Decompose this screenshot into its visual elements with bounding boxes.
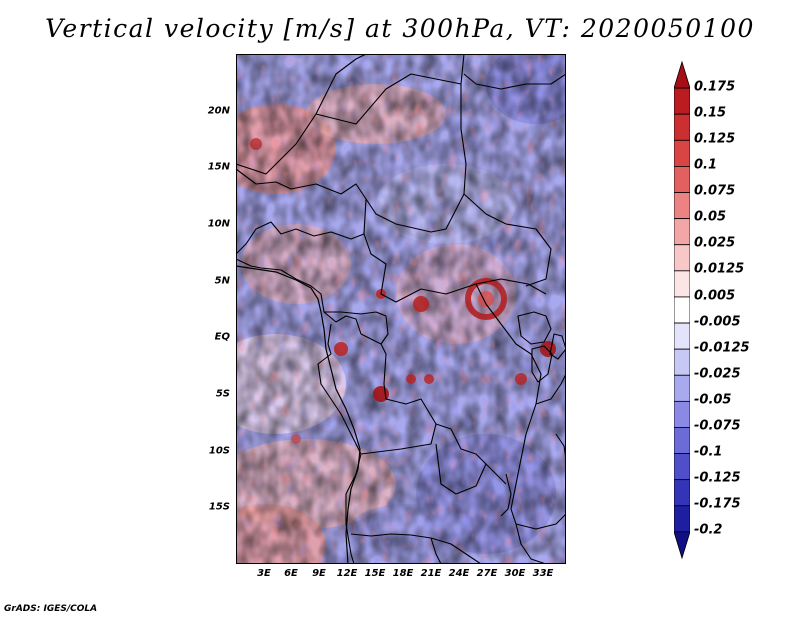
colorbar-segment (674, 192, 690, 220)
lon-label-33e: 33E (532, 568, 554, 579)
colorbar-segment (674, 87, 690, 115)
lon-label-30e: 30E (504, 568, 526, 579)
colorbar-segment (674, 348, 690, 376)
colorbar-segment (674, 453, 690, 481)
lat-label-10n: 10N (207, 218, 230, 230)
convective-core (334, 342, 348, 356)
colorbar-segment (674, 244, 690, 272)
colorbar-segment (674, 322, 690, 350)
convective-core (540, 341, 556, 357)
lat-label-10s: 10S (208, 445, 230, 457)
colorbar-segment (674, 113, 690, 141)
convective-core (291, 434, 301, 444)
lat-label-20n: 20N (207, 105, 230, 117)
lon-label-18e: 18E (392, 568, 414, 579)
colorbar-label: 0.05 (694, 209, 727, 225)
lat-label-5n: 5N (214, 275, 230, 287)
lon-label-21e: 21E (420, 568, 442, 579)
colorbar-segment (674, 218, 690, 246)
colorbar-segment (674, 427, 690, 454)
colorbar-label: 0.15 (694, 105, 727, 121)
coastline (236, 265, 361, 564)
colorbar-label: 0.175 (694, 79, 736, 95)
colorbar-label: -0.1 (694, 444, 723, 460)
convective-core (250, 138, 262, 150)
lon-label-15e: 15E (364, 568, 386, 579)
lon-label-12e: 12E (336, 568, 358, 579)
colorbar-segment (674, 139, 690, 167)
colorbar-segment (674, 374, 690, 402)
colorbar-label: -0.175 (694, 496, 741, 512)
convective-core (424, 374, 434, 384)
lat-label-15n: 15N (207, 161, 230, 173)
colorbar-label: 0.075 (694, 183, 736, 199)
colorbar-segment (674, 531, 690, 560)
convective-core (515, 373, 527, 385)
colorbar-segment (674, 479, 690, 507)
colorbar-label: -0.05 (694, 392, 732, 408)
colorbar-segment (674, 166, 690, 193)
convective-core (465, 278, 507, 320)
convective-core (413, 296, 429, 312)
lat-label-5s: 5S (215, 388, 230, 400)
colorbar-label: 0.0125 (694, 261, 745, 277)
field-texture-blue (236, 54, 566, 564)
lon-label-9e: 9E (312, 568, 326, 579)
colorbar-label: -0.125 (694, 470, 741, 486)
colorbar-segment (674, 505, 690, 533)
map-plot-area (236, 54, 566, 564)
lon-label-24e: 24E (448, 568, 470, 579)
colorbar-segment (674, 270, 690, 298)
colorbar-label: 0.1 (694, 157, 718, 173)
lat-label-15s: 15S (208, 501, 230, 513)
colorbar-label: -0.005 (694, 314, 741, 330)
grads-credit: GrADS: IGES/COLA (4, 604, 98, 614)
chart-title: Vertical velocity [m/s] at 300hPa, VT: 2… (45, 14, 755, 43)
colorbar (674, 60, 690, 560)
colorbar-label: 0.125 (694, 131, 736, 147)
lon-label-3e: 3E (257, 568, 271, 579)
colorbar-label: -0.025 (694, 366, 741, 382)
lon-label-6e: 6E (284, 568, 298, 579)
colorbar-segment (674, 400, 690, 428)
colorbar-label: -0.0125 (694, 340, 750, 356)
lat-label-eq: EQ (214, 331, 230, 343)
political-boundaries (236, 54, 566, 564)
colorbar-label: -0.2 (694, 522, 723, 538)
plot-frame (236, 54, 566, 564)
convective-core (406, 374, 416, 384)
colorbar-label: 0.005 (694, 288, 736, 304)
lon-label-27e: 27E (476, 568, 498, 579)
colorbar-label: 0.025 (694, 235, 736, 251)
colorbar-segment (674, 296, 690, 324)
colorbar-segment (674, 60, 690, 89)
colorbar-label: -0.075 (694, 418, 741, 434)
